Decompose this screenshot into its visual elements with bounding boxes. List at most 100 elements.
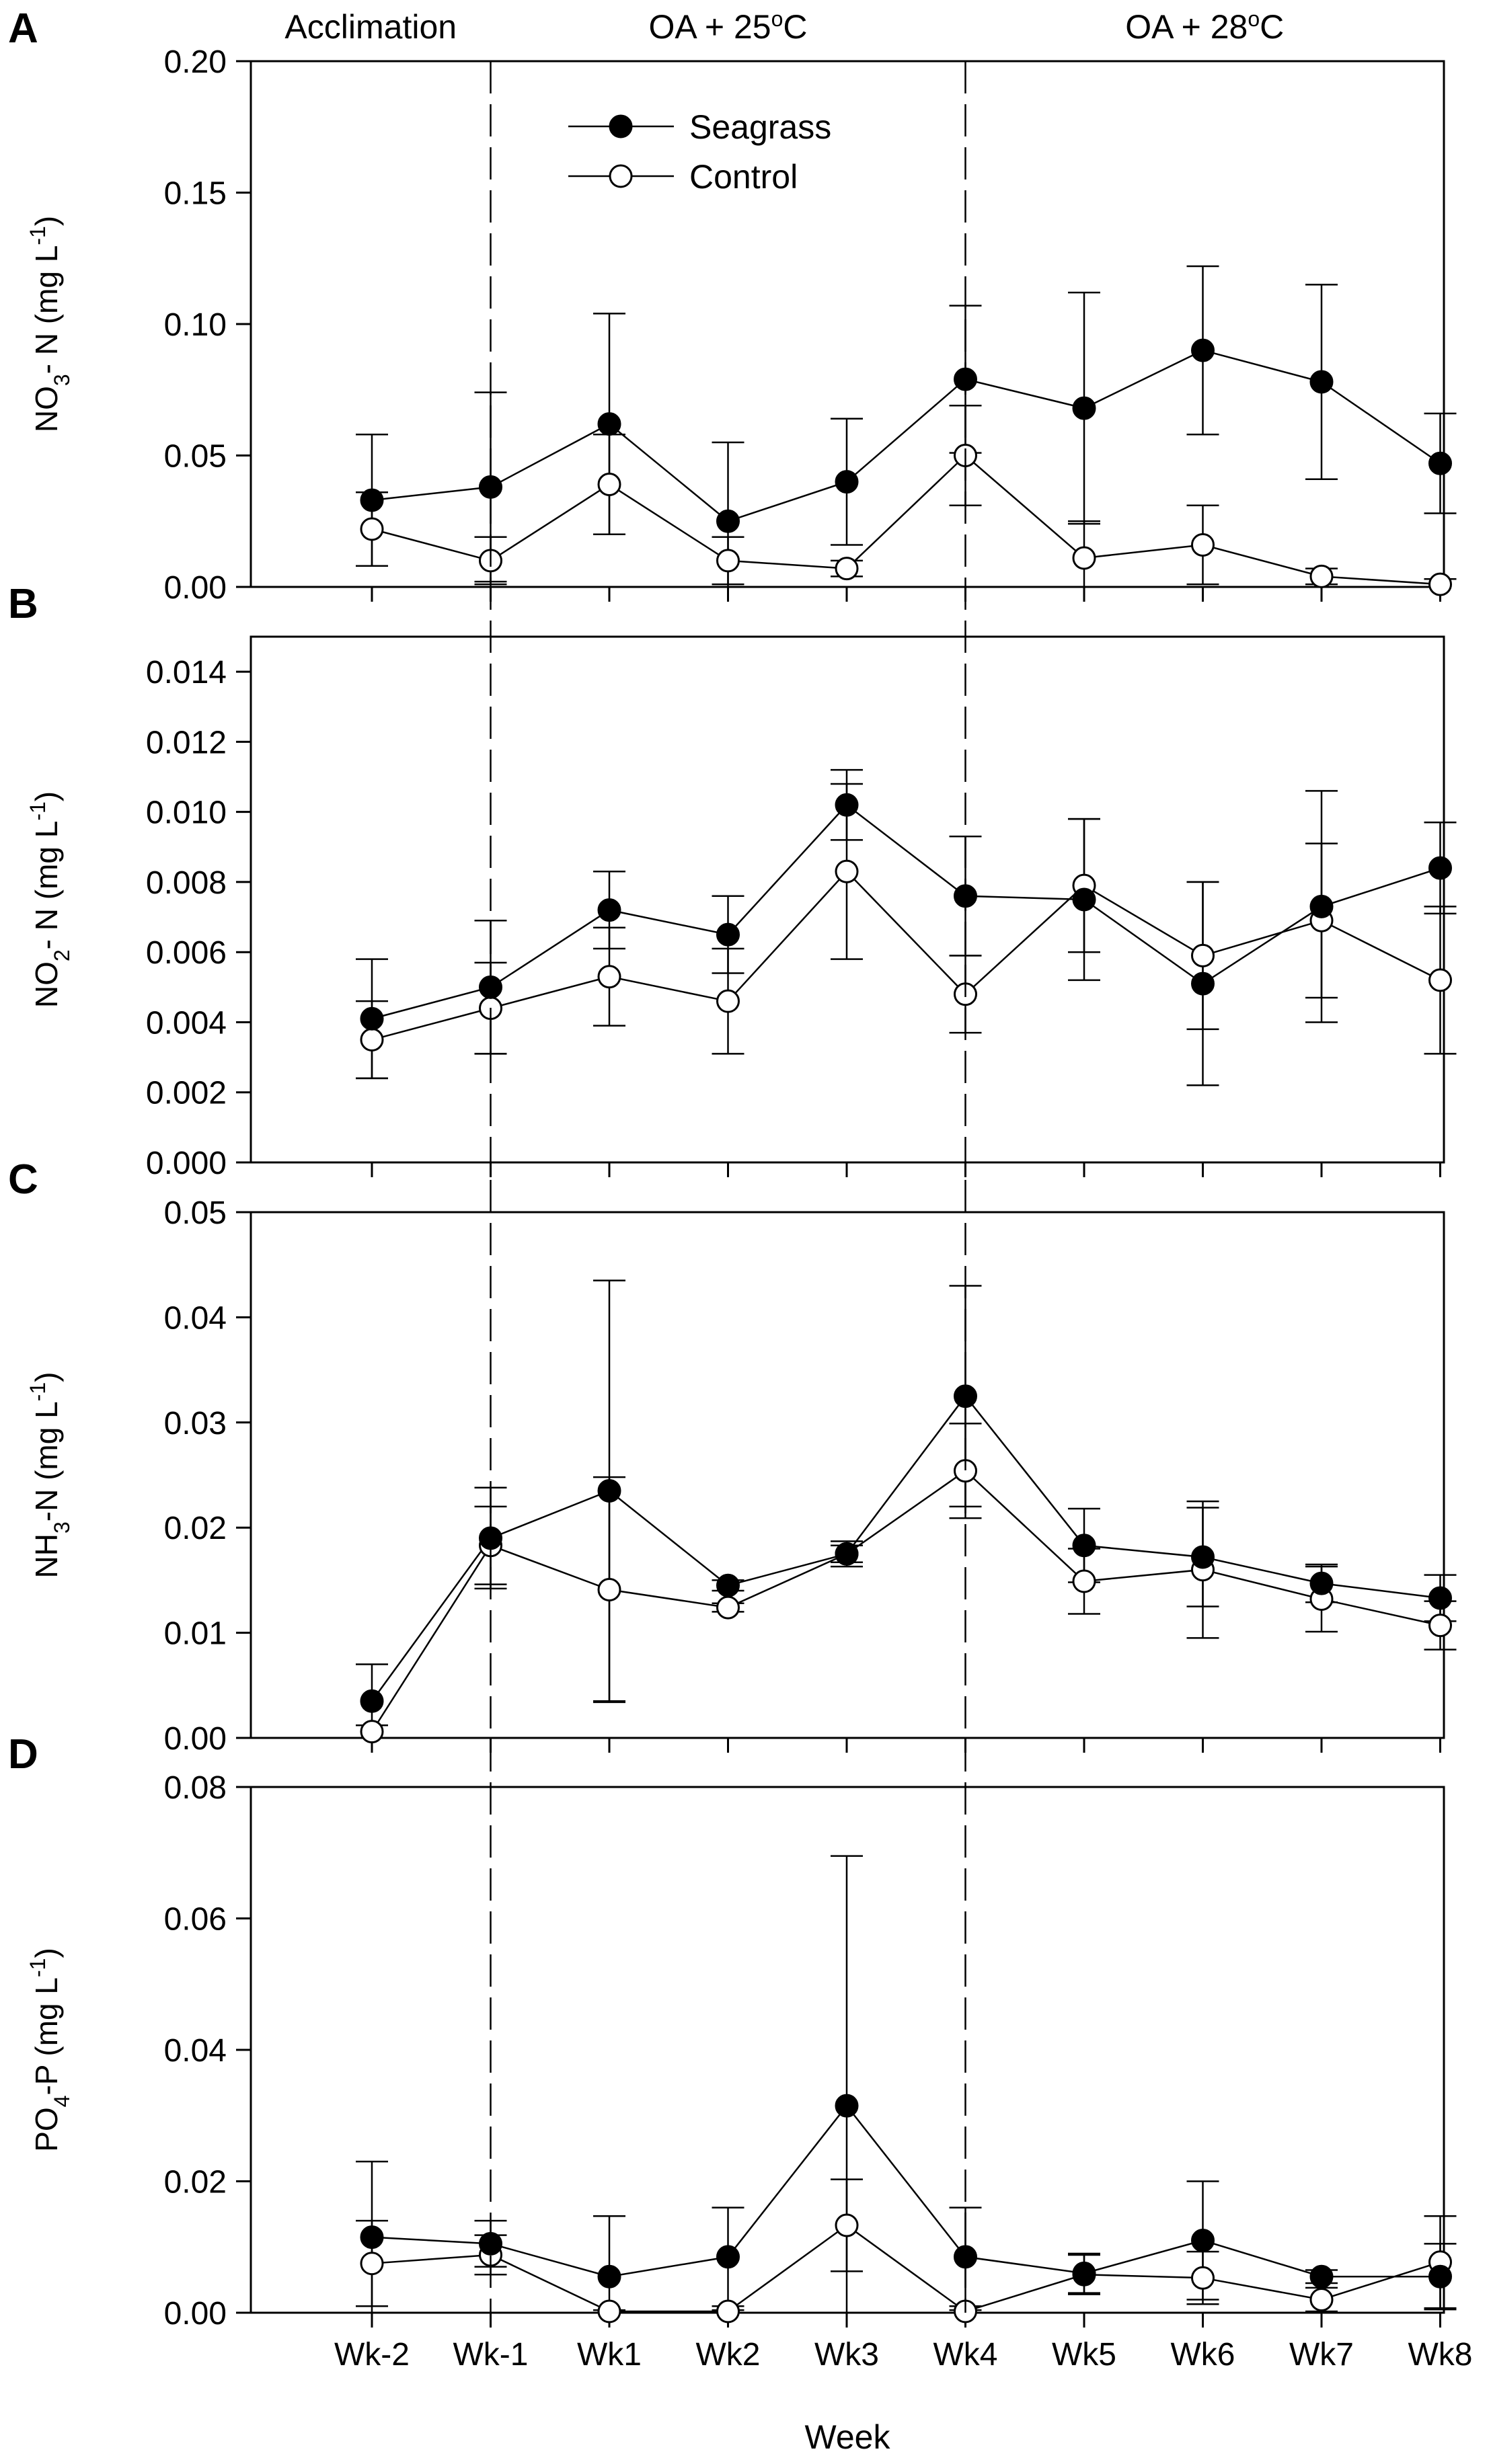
data-point-seagrass bbox=[1072, 887, 1096, 912]
series-line-control bbox=[371, 870, 1441, 1041]
y-tick-label: 0.01 bbox=[164, 1616, 227, 1652]
data-point-seagrass bbox=[1428, 856, 1452, 880]
y-axis-label: NO3- N (mg L-1) bbox=[26, 216, 74, 432]
data-point-seagrass bbox=[1309, 894, 1334, 918]
data-point-seagrass bbox=[597, 1478, 621, 1503]
data-point-seagrass bbox=[716, 1573, 740, 1597]
data-point-seagrass bbox=[1309, 370, 1334, 394]
data-point-seagrass bbox=[360, 1006, 384, 1031]
data-point-seagrass bbox=[1428, 451, 1452, 475]
data-point-seagrass bbox=[360, 1689, 384, 1713]
series-line-control bbox=[371, 2224, 1441, 2313]
error-bar bbox=[593, 2215, 625, 2313]
data-point-control bbox=[597, 965, 621, 989]
y-tick-label: 0.06 bbox=[164, 1902, 227, 1938]
data-point-seagrass bbox=[716, 509, 740, 533]
data-point-seagrass bbox=[597, 2264, 621, 2289]
data-point-seagrass bbox=[835, 2094, 859, 2118]
y-axis-label: PO4-P (mg L-1) bbox=[26, 1948, 74, 2152]
legend: Seagrass Control bbox=[568, 108, 831, 196]
series-line-control bbox=[371, 1470, 1441, 1733]
data-point-seagrass bbox=[835, 1542, 859, 1566]
data-point-control bbox=[1072, 546, 1096, 570]
data-point-seagrass bbox=[360, 2225, 384, 2250]
phase-label: Acclimation bbox=[284, 8, 457, 46]
y-tick-label: 0.15 bbox=[164, 176, 227, 212]
x-tick-label: Wk-2 bbox=[334, 2337, 410, 2373]
y-tick-label: 0.02 bbox=[164, 2165, 227, 2200]
data-point-control bbox=[716, 2299, 740, 2323]
data-point-seagrass bbox=[597, 412, 621, 436]
panel-d: D 0.00 0.02 0.04 0.06 0.08 PO4-P (mg L-1) bbox=[8, 1731, 1457, 2332]
data-point-control bbox=[1191, 943, 1215, 967]
data-point-seagrass bbox=[1191, 338, 1215, 362]
legend-marker bbox=[609, 114, 633, 138]
data-point-control bbox=[716, 549, 740, 573]
data-point-seagrass bbox=[835, 793, 859, 817]
panel-a: A 0.00 0.05 0.10 0.15 0.20 NO3- N (mg L-1) bbox=[8, 5, 1457, 606]
y-tick-label: 0.00 bbox=[164, 1721, 227, 1757]
y-tick-label: 0.00 bbox=[164, 570, 227, 606]
x-tick-label: Wk4 bbox=[933, 2337, 998, 2373]
series-line-seagrass bbox=[371, 1394, 1441, 1702]
x-axis-title: Week bbox=[805, 2418, 891, 2456]
legend-marker bbox=[609, 164, 633, 188]
data-point-seagrass bbox=[360, 488, 384, 512]
y-tick-label: 0.002 bbox=[146, 1076, 227, 1111]
y-tick-label: 0.008 bbox=[146, 865, 227, 901]
series-line-control bbox=[371, 454, 1441, 586]
data-point-control bbox=[1428, 968, 1452, 992]
data-point-control bbox=[716, 989, 740, 1013]
data-point-seagrass bbox=[1309, 2264, 1334, 2289]
data-point-seagrass bbox=[1191, 1545, 1215, 1569]
data-point-control bbox=[1309, 564, 1334, 588]
y-tick-label: 0.03 bbox=[164, 1406, 227, 1441]
plot-frame bbox=[250, 1211, 1445, 1739]
data-point-control bbox=[597, 473, 621, 497]
data-point-control bbox=[597, 2299, 621, 2323]
x-tick-label: Wk-1 bbox=[453, 2337, 529, 2373]
data-point-seagrass bbox=[1309, 1571, 1334, 1595]
y-tick-label: 0.004 bbox=[146, 1005, 227, 1041]
data-point-seagrass bbox=[716, 2245, 740, 2269]
data-point-control bbox=[360, 1028, 384, 1052]
data-point-seagrass bbox=[1072, 1534, 1096, 1558]
x-tick-label: Wk3 bbox=[814, 2337, 879, 2373]
data-point-control bbox=[1072, 1569, 1096, 1593]
y-tick-label: 0.20 bbox=[164, 44, 227, 80]
y-tick-label: 0.00 bbox=[164, 2296, 227, 2332]
series-line-seagrass bbox=[371, 349, 1441, 522]
data-point-control bbox=[716, 1595, 740, 1620]
data-point-control bbox=[835, 2213, 859, 2237]
y-tick-label: 0.02 bbox=[164, 1511, 227, 1546]
panel-letter: C bbox=[8, 1156, 38, 1203]
data-point-seagrass bbox=[1191, 2228, 1215, 2252]
x-tick-label: Wk6 bbox=[1171, 2337, 1235, 2373]
panel-letter: D bbox=[8, 1731, 38, 1778]
data-point-seagrass bbox=[1072, 396, 1096, 420]
data-point-control bbox=[1428, 1614, 1452, 1638]
panel-letter: A bbox=[8, 5, 38, 52]
data-point-control bbox=[1191, 2266, 1215, 2290]
y-tick-label: 0.10 bbox=[164, 307, 227, 343]
data-point-control bbox=[835, 557, 859, 581]
y-tick-label: 0.010 bbox=[146, 795, 227, 831]
data-point-seagrass bbox=[597, 898, 621, 922]
panel-c: C 0.00 0.01 0.02 0.03 0.04 0.05 NH3-N (mg L-1) bbox=[8, 1156, 1457, 1757]
x-tick-label: Wk2 bbox=[696, 2337, 761, 2373]
phase-label: OA + 25oC bbox=[649, 7, 808, 46]
data-point-seagrass bbox=[1428, 1586, 1452, 1610]
x-tick-label: Wk8 bbox=[1408, 2337, 1473, 2373]
data-point-control bbox=[360, 2252, 384, 2276]
y-axis-label: NO2- N (mg L-1) bbox=[26, 791, 74, 1008]
y-tick-label: 0.08 bbox=[164, 1770, 227, 1806]
y-tick-label: 0.014 bbox=[146, 655, 227, 690]
x-tick-label: Wk5 bbox=[1052, 2337, 1116, 2373]
data-point-seagrass bbox=[716, 922, 740, 947]
y-tick-label: 0.04 bbox=[164, 1300, 227, 1336]
y-tick-label: 0.006 bbox=[146, 935, 227, 971]
phase-label: OA + 28oC bbox=[1125, 7, 1284, 46]
panel-b: B 0.000 0.002 0.004 0.006 0.008 0.010 0.012 0.01… bbox=[8, 581, 1457, 1181]
data-point-control bbox=[1428, 572, 1452, 596]
